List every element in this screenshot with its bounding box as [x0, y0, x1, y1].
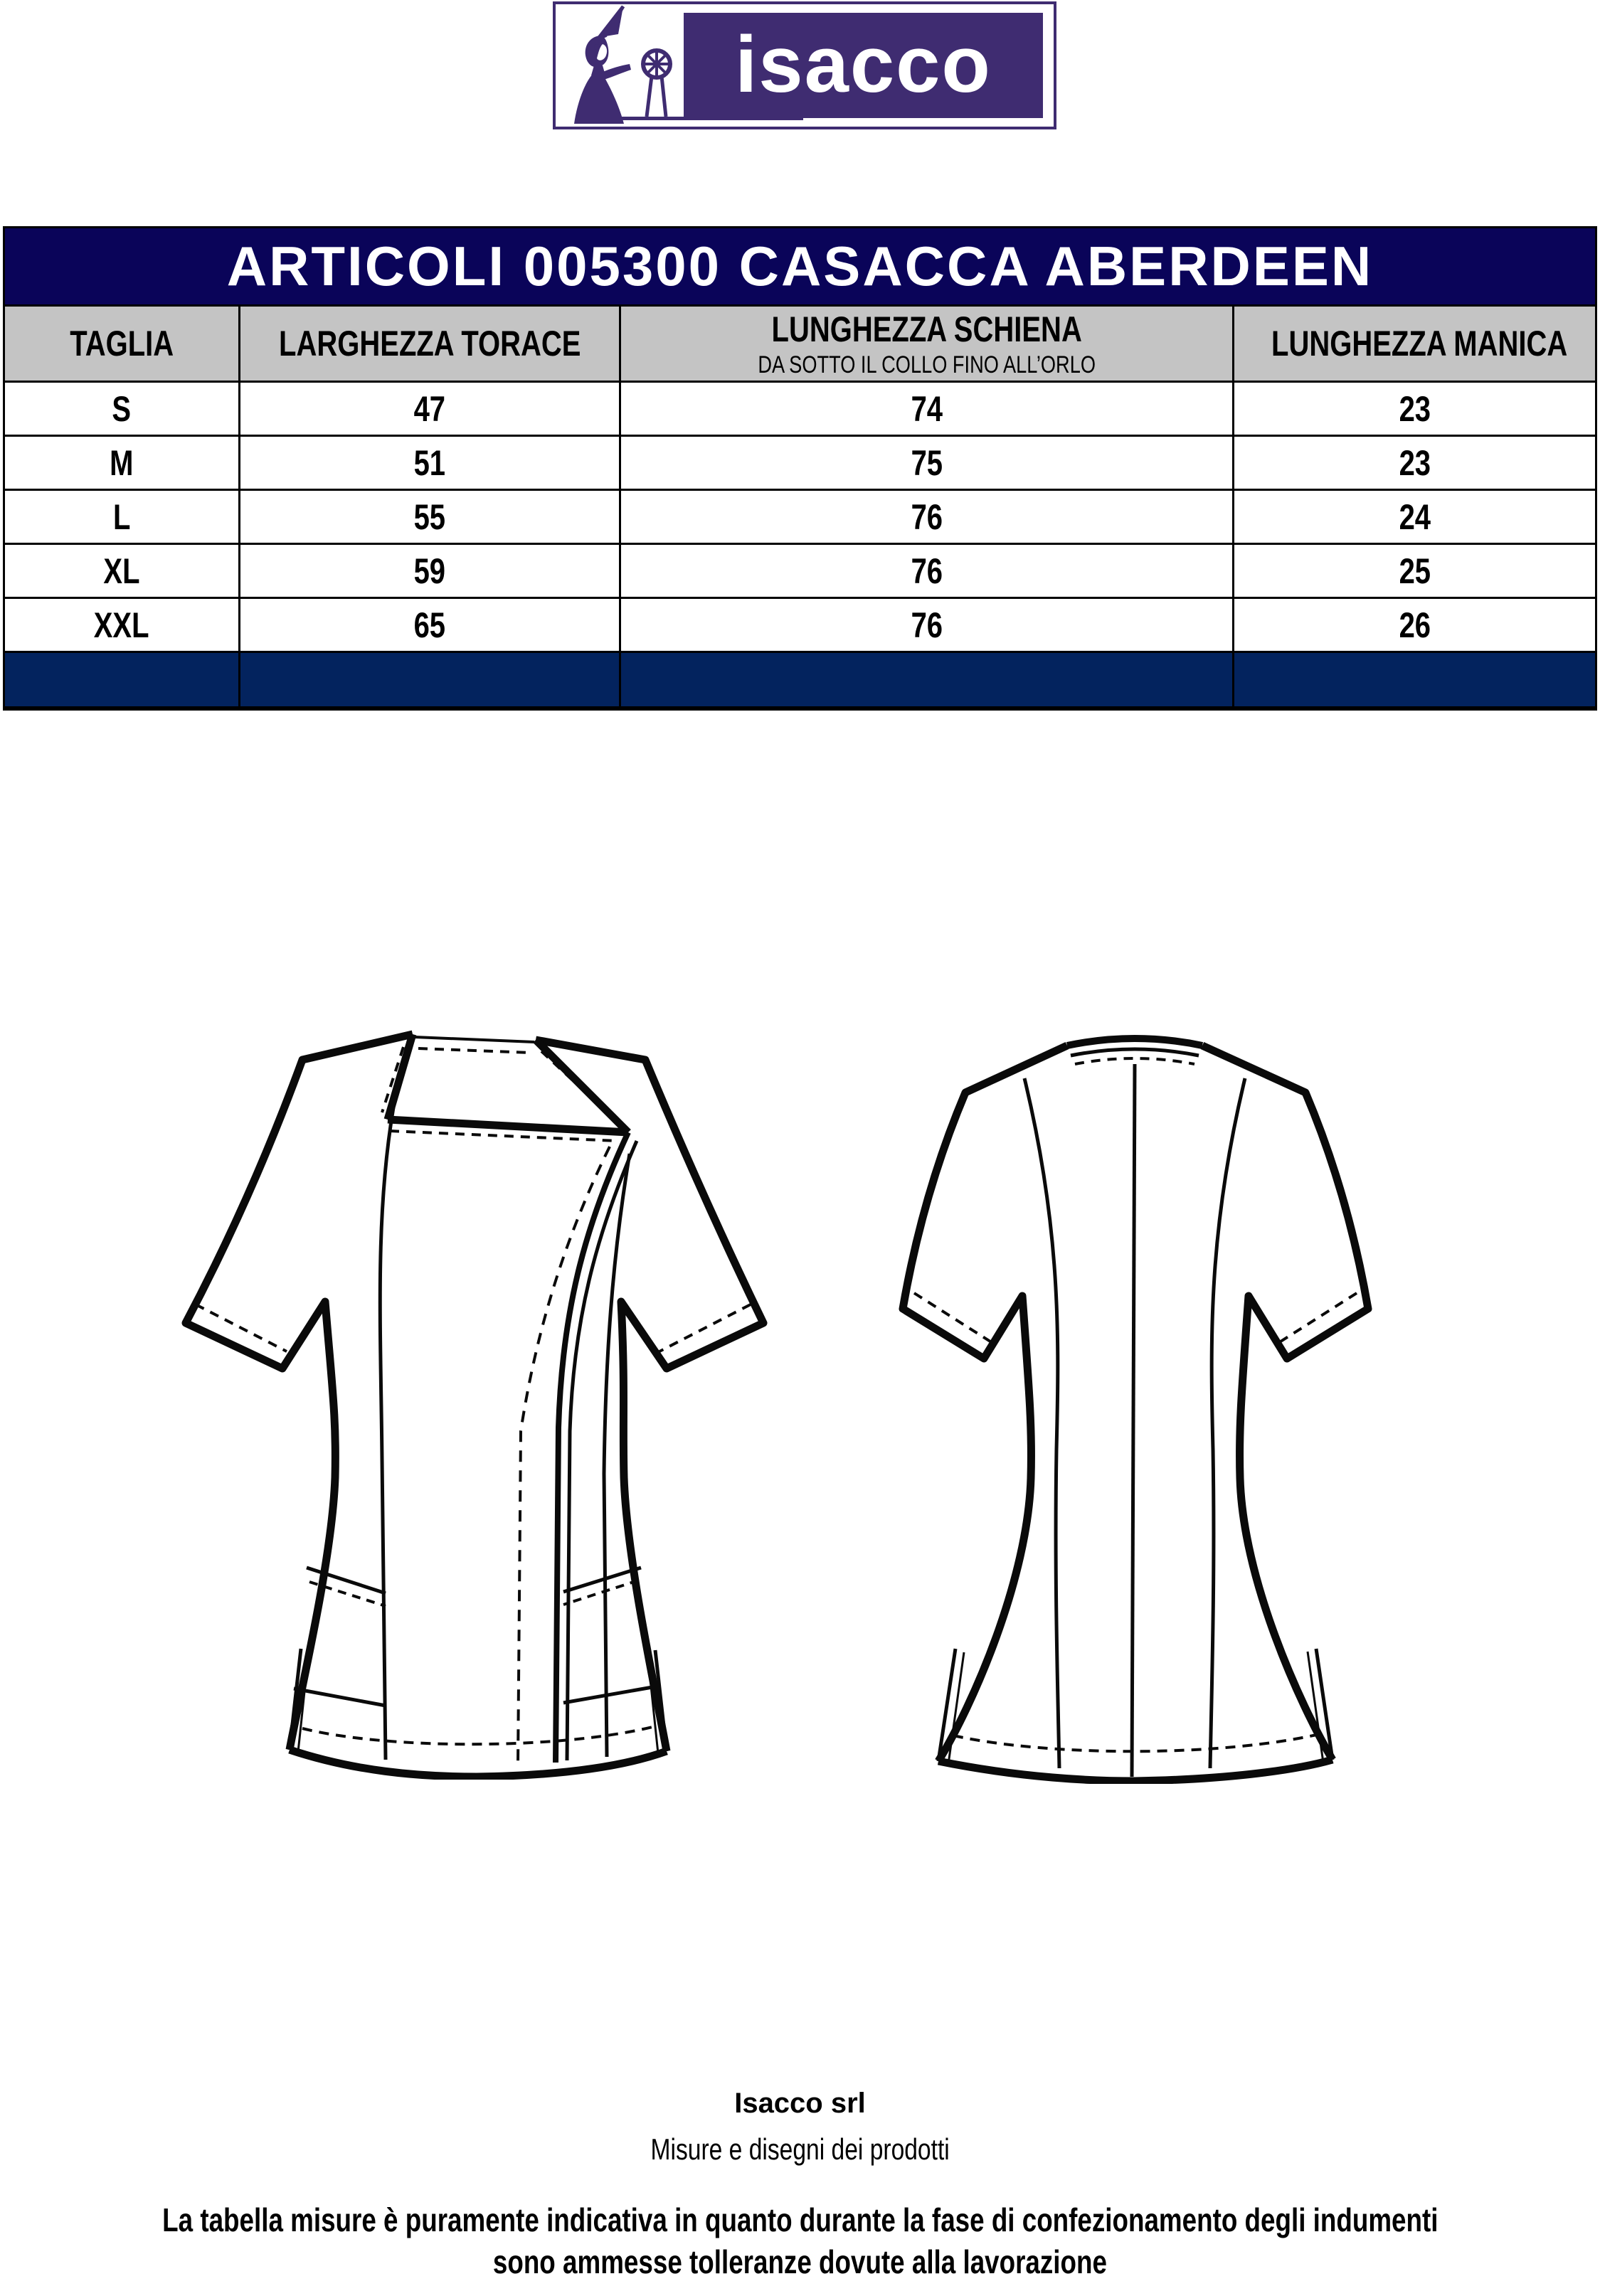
- column-header-sublabel: DA SOTTO IL COLLO FINO ALL’ORLO: [758, 351, 1096, 378]
- garment-front-figure: [174, 1019, 772, 1780]
- size-cell: 23: [1231, 435, 1598, 491]
- size-cell-value: XXL: [94, 605, 150, 645]
- size-cell-value: 47: [413, 388, 446, 429]
- column-header-taglia: TAGLIA: [2, 304, 241, 383]
- size-cell: 59: [238, 543, 622, 599]
- size-row: M 51 75 23: [2, 435, 1598, 491]
- size-row: XL 59 76 25: [2, 543, 1598, 599]
- garment-front-drawing: [181, 1030, 768, 1780]
- size-cell-value: L: [112, 496, 131, 537]
- size-table: ARTICOLI 005300 CASACCA ABERDEEN TAGLIA …: [2, 226, 1598, 711]
- size-cell-value: 59: [413, 551, 446, 591]
- column-header-lunghezza-manica: LUNGHEZZA MANICA: [1231, 304, 1598, 383]
- size-cell: M: [2, 435, 241, 491]
- tolerance-disclaimer: La tabella misure è puramente indicativa…: [0, 2199, 1600, 2283]
- size-cell: 47: [238, 381, 622, 437]
- size-cell-value: 24: [1399, 496, 1431, 537]
- size-cell: XL: [2, 543, 241, 599]
- size-cell-value: 65: [413, 605, 446, 645]
- size-cell: 25: [1231, 543, 1598, 599]
- table-title-cell: ARTICOLI 005300 CASACCA ABERDEEN: [3, 226, 1597, 307]
- size-row: XXL 65 76 26: [2, 597, 1598, 653]
- size-cell-value: 76: [911, 496, 943, 537]
- document-subtitle: Misure e disegni dei prodotti: [0, 2132, 1600, 2167]
- footer-band-cell: [2, 651, 241, 711]
- footer-band-cell: [238, 651, 622, 711]
- size-cell-value: 23: [1399, 442, 1431, 483]
- size-cell-value: M: [110, 442, 134, 483]
- logo-baseline-rule: [613, 117, 803, 120]
- disclaimer-line-1: La tabella misure è puramente indicativa…: [161, 2201, 1439, 2238]
- size-cell: 76: [619, 597, 1234, 653]
- size-cell-value: 75: [911, 442, 943, 483]
- spinner-woman-icon: [574, 5, 672, 124]
- garment-back-figure: [893, 1023, 1377, 1784]
- size-cell-value: 25: [1399, 551, 1431, 591]
- size-cell-value: 26: [1399, 605, 1431, 645]
- table-header-row: TAGLIA LARGHEZZA TORACE LUNGHEZZA SCHIEN…: [2, 304, 1598, 383]
- size-cell: 76: [619, 543, 1234, 599]
- footer-band-cell: [619, 651, 1234, 711]
- column-header-larghezza-torace: LARGHEZZA TORACE: [238, 304, 622, 383]
- disclaimer-line-2: sono ammesse tolleranze dovute alla lavo…: [492, 2243, 1108, 2280]
- table-footer-band: [2, 651, 1598, 711]
- size-cell: 65: [238, 597, 622, 653]
- garment-back-drawing: [899, 1035, 1372, 1784]
- size-cell: XXL: [2, 597, 241, 653]
- size-cell: 55: [238, 489, 622, 545]
- size-cell-value: 76: [911, 605, 943, 645]
- size-cell: 74: [619, 381, 1234, 437]
- size-cell-value: 55: [413, 496, 446, 537]
- column-header-lunghezza-schiena: LUNGHEZZA SCHIENA DA SOTTO IL COLLO FINO…: [619, 304, 1234, 383]
- size-cell: 24: [1231, 489, 1598, 545]
- column-header-label: LARGHEZZA TORACE: [278, 324, 581, 363]
- size-row: S 47 74 23: [2, 381, 1598, 437]
- table-title: ARTICOLI 005300 CASACCA ABERDEEN: [226, 235, 1374, 297]
- size-cell: 26: [1231, 597, 1598, 653]
- column-header-label: TAGLIA: [70, 324, 174, 363]
- size-cell: 51: [238, 435, 622, 491]
- size-row: L 55 76 24: [2, 489, 1598, 545]
- isacco-logo: isacco: [553, 1, 1056, 129]
- size-cell-value: XL: [103, 551, 140, 591]
- size-cell: S: [2, 381, 241, 437]
- table-title-row: ARTICOLI 005300 CASACCA ABERDEEN: [3, 226, 1597, 307]
- logo-wordmark: isacco: [684, 13, 1043, 118]
- footer-band-cell: [1231, 651, 1598, 711]
- size-cell-value: 51: [413, 442, 446, 483]
- company-name: Isacco srl: [734, 2088, 866, 2119]
- size-cell-value: 76: [911, 551, 943, 591]
- size-cell-value: S: [112, 388, 132, 429]
- size-cell-value: 74: [911, 388, 943, 429]
- size-cell: 76: [619, 489, 1234, 545]
- column-header-label: LUNGHEZZA MANICA: [1271, 324, 1567, 363]
- document-subtitle-text: Misure e disegni dei prodotti: [650, 2132, 950, 2166]
- size-cell: 23: [1231, 381, 1598, 437]
- size-cell: L: [2, 489, 241, 545]
- size-cell-value: 23: [1399, 388, 1431, 429]
- column-header-label: LUNGHEZZA SCHIENA: [771, 309, 1082, 349]
- size-cell: 75: [619, 435, 1234, 491]
